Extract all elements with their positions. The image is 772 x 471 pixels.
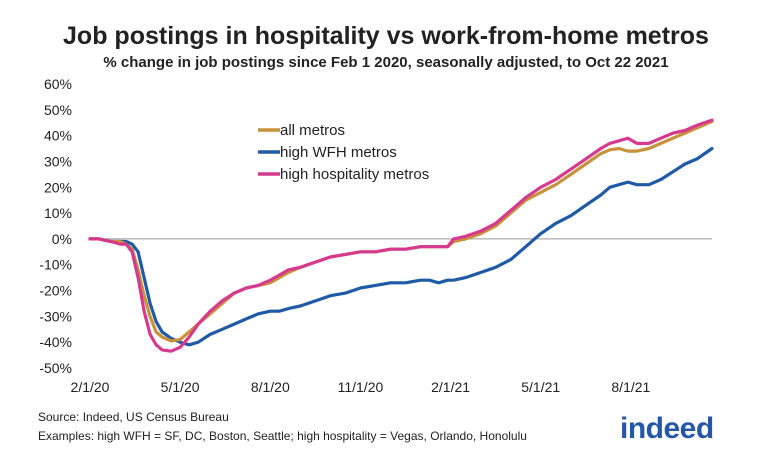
- y-tick-label: -40%: [39, 334, 72, 350]
- x-tick-label: 2/1/21: [431, 379, 470, 395]
- legend-label: all metros: [280, 122, 345, 139]
- examples-note: Examples: high WFH = SF, DC, Boston, Sea…: [38, 429, 527, 443]
- y-tick-label: 30%: [44, 153, 72, 169]
- indeed-logo: indeed: [620, 412, 714, 445]
- x-tick-label: 5/1/21: [521, 379, 560, 395]
- legend-label: high WFH metros: [280, 144, 397, 161]
- y-tick-label: 50%: [44, 102, 72, 118]
- legend-label: high hospitality metros: [280, 166, 429, 183]
- series-line-high-hospitality-metros: [88, 118, 714, 353]
- y-tick-label: 10%: [44, 205, 72, 221]
- x-tick-label: 8/1/20: [251, 379, 290, 395]
- x-tick-label: 11/1/20: [338, 379, 384, 395]
- x-tick-label: 2/1/20: [71, 379, 110, 395]
- source-note: Source: Indeed, US Census Bureau: [38, 410, 229, 424]
- chart-title: Job postings in hospitality vs work-from…: [63, 22, 709, 50]
- y-tick-label: -10%: [39, 257, 72, 273]
- y-tick-label: 40%: [44, 128, 72, 144]
- y-tick-label: -20%: [39, 283, 72, 299]
- series-line-high-wfh-metros: [88, 146, 714, 347]
- x-tick-label: 8/1/21: [611, 379, 650, 395]
- chart-subtitle: % change in job postings since Feb 1 202…: [103, 54, 669, 71]
- y-tick-label: 60%: [44, 76, 72, 92]
- y-tick-label: 0%: [52, 231, 72, 247]
- x-tick-label: 5/1/20: [161, 379, 200, 395]
- series-line-all-metros: [88, 119, 714, 343]
- y-tick-label: 20%: [44, 179, 72, 195]
- y-tick-label: -50%: [39, 360, 72, 376]
- y-tick-label: -30%: [39, 308, 72, 324]
